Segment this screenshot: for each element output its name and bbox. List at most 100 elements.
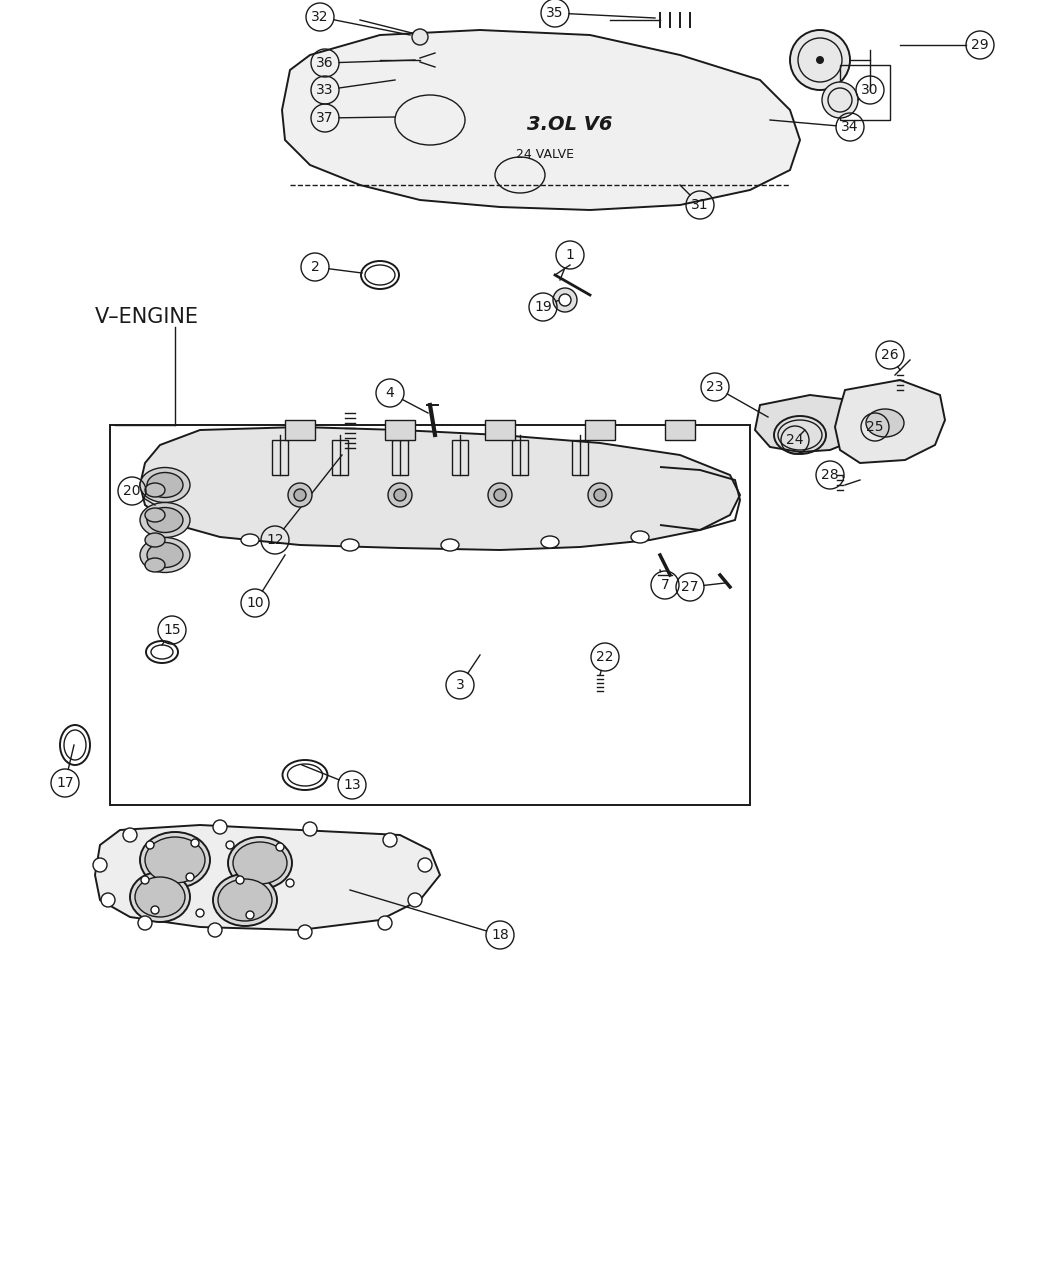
Text: 36: 36: [316, 56, 334, 70]
Ellipse shape: [242, 534, 259, 546]
Ellipse shape: [140, 538, 190, 572]
Circle shape: [191, 839, 200, 847]
Circle shape: [93, 858, 107, 872]
Circle shape: [388, 483, 412, 507]
Text: 7: 7: [660, 578, 670, 592]
Circle shape: [286, 878, 294, 887]
Circle shape: [303, 822, 317, 836]
Circle shape: [146, 842, 154, 849]
Text: V–ENGINE: V–ENGINE: [94, 307, 200, 326]
Polygon shape: [94, 825, 440, 929]
Circle shape: [196, 909, 204, 917]
Ellipse shape: [147, 507, 183, 533]
Bar: [332, 440, 348, 476]
Circle shape: [151, 907, 159, 914]
Ellipse shape: [140, 833, 210, 887]
Ellipse shape: [140, 502, 190, 538]
Circle shape: [298, 924, 312, 938]
Polygon shape: [755, 395, 860, 453]
Ellipse shape: [631, 530, 649, 543]
Text: 29: 29: [971, 38, 989, 52]
Circle shape: [276, 843, 284, 850]
Circle shape: [186, 873, 194, 881]
Text: 22: 22: [596, 650, 614, 664]
Text: 15: 15: [163, 623, 181, 638]
Ellipse shape: [147, 473, 183, 497]
Ellipse shape: [145, 558, 165, 572]
Text: 33: 33: [316, 83, 334, 97]
Polygon shape: [835, 380, 945, 463]
Ellipse shape: [218, 878, 272, 921]
Ellipse shape: [866, 409, 904, 437]
Text: 28: 28: [821, 468, 839, 482]
Bar: [572, 440, 588, 476]
Circle shape: [383, 833, 397, 847]
Polygon shape: [282, 31, 800, 210]
Circle shape: [226, 842, 234, 849]
Ellipse shape: [145, 836, 205, 884]
Polygon shape: [140, 427, 740, 550]
Text: 23: 23: [707, 380, 723, 394]
Text: 35: 35: [546, 6, 564, 20]
Text: 3.OL V6: 3.OL V6: [527, 116, 613, 134]
Text: 3: 3: [456, 678, 464, 692]
Text: 1: 1: [566, 249, 574, 261]
Text: 24 VALVE: 24 VALVE: [516, 148, 574, 162]
Circle shape: [378, 915, 392, 929]
Text: 27: 27: [681, 580, 698, 594]
Bar: [485, 419, 514, 440]
Bar: [272, 440, 288, 476]
Circle shape: [288, 483, 312, 507]
Text: 10: 10: [246, 595, 264, 609]
Text: 26: 26: [881, 348, 899, 362]
Circle shape: [294, 490, 306, 501]
Ellipse shape: [213, 873, 277, 926]
Ellipse shape: [228, 836, 292, 889]
Circle shape: [412, 29, 428, 45]
Text: 20: 20: [123, 484, 141, 499]
Ellipse shape: [145, 507, 165, 521]
Ellipse shape: [145, 483, 165, 497]
Circle shape: [594, 490, 606, 501]
Circle shape: [553, 288, 578, 312]
Ellipse shape: [233, 842, 287, 884]
Text: 12: 12: [267, 533, 284, 547]
Bar: [392, 440, 408, 476]
Text: 2: 2: [311, 260, 319, 274]
Bar: [110, 425, 750, 805]
Circle shape: [588, 483, 612, 507]
Circle shape: [418, 858, 432, 872]
Ellipse shape: [140, 468, 190, 502]
Bar: [585, 419, 615, 440]
Circle shape: [213, 820, 227, 834]
Bar: [512, 440, 528, 476]
Text: 34: 34: [841, 120, 859, 134]
Text: 30: 30: [861, 83, 879, 97]
Text: 4: 4: [385, 386, 395, 400]
Bar: [840, 65, 890, 120]
Circle shape: [208, 923, 222, 937]
Text: 19: 19: [534, 300, 552, 314]
Circle shape: [236, 876, 244, 884]
Text: 25: 25: [866, 419, 884, 434]
Circle shape: [141, 876, 149, 884]
Circle shape: [123, 827, 136, 842]
Text: 18: 18: [491, 928, 509, 942]
Circle shape: [494, 490, 506, 501]
Ellipse shape: [130, 872, 190, 922]
Circle shape: [101, 892, 116, 907]
Circle shape: [816, 56, 824, 64]
Circle shape: [488, 483, 512, 507]
Ellipse shape: [341, 539, 359, 551]
Circle shape: [790, 31, 851, 91]
Ellipse shape: [441, 539, 459, 551]
Circle shape: [394, 490, 406, 501]
Text: 37: 37: [316, 111, 334, 125]
Circle shape: [138, 915, 152, 929]
Bar: [385, 419, 415, 440]
Circle shape: [822, 82, 858, 119]
Circle shape: [559, 295, 571, 306]
Text: 13: 13: [343, 778, 361, 792]
Circle shape: [408, 892, 422, 907]
Bar: [285, 419, 315, 440]
